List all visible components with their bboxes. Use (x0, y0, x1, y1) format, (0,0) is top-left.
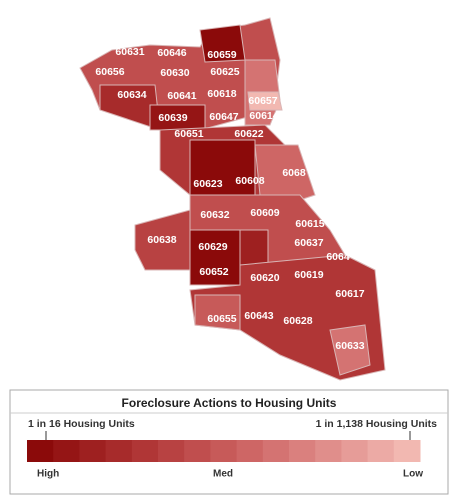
zip-label: 60628 (283, 315, 312, 327)
zip-label: 60639 (158, 112, 187, 124)
zip-label: 60632 (200, 209, 229, 221)
legend-swatch (79, 440, 107, 462)
legend-swatch (315, 440, 342, 462)
zip-label: 60625 (210, 66, 239, 78)
zip-label: 60657 (248, 95, 277, 107)
region (239, 229, 269, 266)
zip-label: 60615 (295, 218, 324, 230)
region (189, 139, 256, 201)
zip-label: 60634 (117, 89, 146, 101)
legend-swatch (341, 440, 369, 462)
zip-label: 60609 (250, 207, 279, 219)
legend-low: Low (403, 469, 423, 480)
zip-label: 6064 (326, 251, 350, 263)
legend: Foreclosure Actions to Housing Units 1 i… (9, 389, 449, 495)
zip-label: 60647 (209, 111, 238, 123)
zip-label: 60659 (207, 49, 236, 61)
zip-label: 60622 (234, 128, 263, 140)
zip-label: 60620 (250, 272, 279, 284)
zip-label: 60618 (207, 88, 236, 100)
zip-label: 60633 (335, 340, 364, 352)
legend-swatch (236, 440, 264, 462)
legend-swatch (131, 440, 159, 462)
zip-label: 60646 (157, 47, 186, 59)
zip-label: 60614 (249, 110, 278, 122)
legend-swatch (393, 440, 421, 462)
zip-label: 60630 (160, 67, 189, 79)
legend-left-label: 1 in 16 Housing Units (28, 418, 135, 430)
legend-swatch (158, 440, 185, 462)
zip-label: 60631 (115, 46, 144, 58)
legend-swatch (184, 440, 211, 462)
zip-label: 60623 (193, 178, 222, 190)
zip-label: 60656 (95, 66, 124, 78)
legend-swatch (289, 440, 316, 462)
region (329, 324, 371, 376)
legend-high: High (37, 469, 59, 480)
zip-label: 60655 (207, 313, 236, 325)
region (247, 91, 283, 111)
legend-right-label: 1 in 1,138 Housing Units (316, 418, 438, 430)
zip-label: 60638 (147, 234, 176, 246)
legend-swatch (367, 440, 395, 462)
legend-swatch (262, 440, 290, 462)
legend-swatch (27, 440, 54, 462)
legend-swatch (53, 440, 80, 462)
region (254, 144, 316, 201)
zip-label: 60641 (167, 90, 196, 102)
zip-label: 60652 (199, 266, 228, 278)
zip-label: 60608 (235, 175, 264, 187)
zip-label: 60629 (198, 241, 227, 253)
region (134, 209, 191, 271)
zip-label: 60617 (335, 288, 364, 300)
legend-swatch (210, 440, 238, 462)
region (194, 294, 241, 331)
zip-label: 60651 (174, 128, 203, 140)
zip-label: 6068 (282, 167, 306, 179)
legend-swatch (105, 440, 133, 462)
legend-med: Med (213, 469, 233, 480)
legend-title: Foreclosure Actions to Housing Units (122, 396, 337, 410)
zip-label: 60619 (294, 269, 323, 281)
zip-label: 60637 (294, 237, 323, 249)
map (79, 17, 386, 381)
zip-label: 60643 (244, 310, 273, 322)
